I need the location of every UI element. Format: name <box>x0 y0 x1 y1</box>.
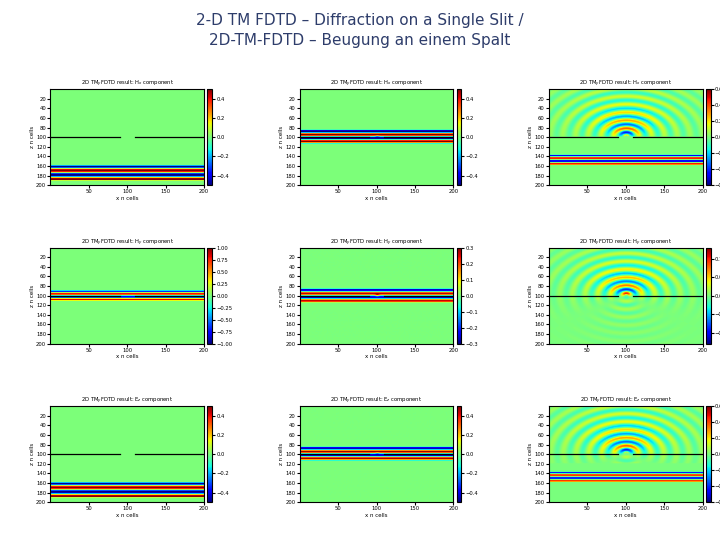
Y-axis label: z n cells: z n cells <box>279 126 284 148</box>
X-axis label: x n cells: x n cells <box>365 354 388 359</box>
Title: 2D TM$_y$FDTD result: H$_y$ component: 2D TM$_y$FDTD result: H$_y$ component <box>579 238 672 248</box>
X-axis label: x n cells: x n cells <box>116 354 138 359</box>
X-axis label: x n cells: x n cells <box>116 195 138 201</box>
X-axis label: x n cells: x n cells <box>614 354 637 359</box>
X-axis label: x n cells: x n cells <box>365 195 388 201</box>
Y-axis label: z n cells: z n cells <box>30 126 35 148</box>
X-axis label: x n cells: x n cells <box>614 513 637 518</box>
Y-axis label: z n cells: z n cells <box>30 285 35 307</box>
Y-axis label: z n cells: z n cells <box>30 443 35 465</box>
Y-axis label: z n cells: z n cells <box>528 285 533 307</box>
Y-axis label: z n cells: z n cells <box>279 285 284 307</box>
Y-axis label: z n cells: z n cells <box>279 443 284 465</box>
X-axis label: x n cells: x n cells <box>614 195 637 201</box>
Title: 2D TM$_y$FDTD result: E$_z$ component: 2D TM$_y$FDTD result: E$_z$ component <box>330 396 423 406</box>
Y-axis label: z n cells: z n cells <box>528 443 533 465</box>
Title: 2D TM$_y$FDTD result: H$_x$ component: 2D TM$_y$FDTD result: H$_x$ component <box>579 79 672 89</box>
Title: 2D TM$_y$FDTD result: E$_z$ component: 2D TM$_y$FDTD result: E$_z$ component <box>580 396 672 406</box>
X-axis label: x n cells: x n cells <box>365 513 388 518</box>
X-axis label: x n cells: x n cells <box>116 513 138 518</box>
Title: 2D TM$_y$FDTD result: H$_y$ component: 2D TM$_y$FDTD result: H$_y$ component <box>81 238 174 248</box>
Y-axis label: z n cells: z n cells <box>528 126 533 148</box>
Title: 2D TM$_y$FDTD result: H$_y$ component: 2D TM$_y$FDTD result: H$_y$ component <box>330 238 423 248</box>
Title: 2D TM$_y$FDTD result: H$_x$ component: 2D TM$_y$FDTD result: H$_x$ component <box>81 79 174 89</box>
Title: 2D TM$_y$FDTD result: H$_x$ component: 2D TM$_y$FDTD result: H$_x$ component <box>330 79 423 89</box>
Title: 2D TM$_y$FDTD result: E$_z$ component: 2D TM$_y$FDTD result: E$_z$ component <box>81 396 174 406</box>
Text: 2-D TM FDTD – Diffraction on a Single Slit /
2D-TM-FDTD – Beugung an einem Spalt: 2-D TM FDTD – Diffraction on a Single Sl… <box>196 14 524 48</box>
